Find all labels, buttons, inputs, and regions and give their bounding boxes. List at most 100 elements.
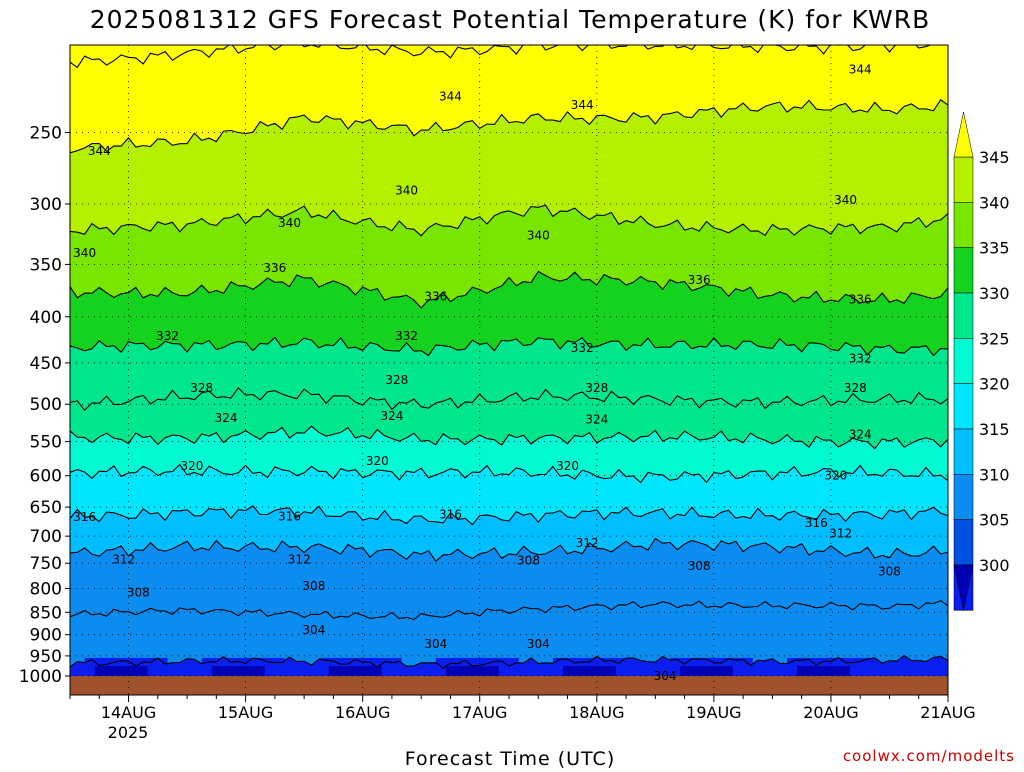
fill-band-348 <box>70 45 931 68</box>
contour-label: 316 <box>439 507 462 521</box>
cold-core-1 <box>211 666 265 676</box>
fill-band-328 <box>70 337 948 411</box>
ground-band <box>70 676 948 695</box>
colorbar-swatch <box>953 428 974 475</box>
x-tick-label: 16AUG <box>335 703 390 722</box>
colorbar-swatch <box>953 338 974 384</box>
contour-label: 308 <box>878 564 901 578</box>
color-fill-layer <box>70 45 948 676</box>
colorbar-swatch <box>953 156 974 203</box>
contour-label: 316 <box>805 516 828 530</box>
colorbar-label: 330 <box>979 284 1010 303</box>
contour-label: 324 <box>849 427 872 441</box>
colorbar-swatch <box>953 383 974 430</box>
contour-label: 320 <box>556 459 579 473</box>
x-tick-label: 14AUG <box>101 703 156 722</box>
contour-328 <box>70 387 948 412</box>
contour-label: 332 <box>849 352 872 366</box>
colorbar-label: 335 <box>979 239 1010 258</box>
colorbar-swatch <box>953 292 974 339</box>
contour-label: 316 <box>73 510 96 524</box>
contour-label: 320 <box>824 469 847 483</box>
cold-core-3 <box>445 666 499 676</box>
chart-title: 2025081312 GFS Forecast Potential Temper… <box>90 5 931 34</box>
contour-332 <box>70 336 948 357</box>
fill-band-344 <box>70 45 948 153</box>
contour-label: 320 <box>180 459 203 473</box>
fill-band-336 <box>70 205 948 308</box>
x-axis-label: Forecast Time (UTC) <box>405 748 615 768</box>
colorbar-label: 325 <box>979 329 1010 348</box>
colorbar-label: 315 <box>979 420 1010 439</box>
contour-316 <box>70 505 948 526</box>
contour-label: 312 <box>829 526 852 540</box>
credit-text: coolwx.com/modelts <box>843 747 1015 765</box>
fill-band-340 <box>70 99 948 236</box>
y-tick-label: 250 <box>30 123 62 143</box>
y-tick-label: 350 <box>30 255 62 275</box>
cold-core-0 <box>94 666 148 676</box>
contour-label: 328 <box>585 381 608 395</box>
contour-label: 308 <box>688 559 711 573</box>
contour-340 <box>70 204 948 237</box>
contour-label: 332 <box>395 329 418 343</box>
contour-label: 332 <box>571 341 594 355</box>
y-tick-label: 500 <box>30 395 62 415</box>
y-tick-label: 650 <box>30 498 62 518</box>
contour-320 <box>70 463 948 484</box>
colorbar-legend: 345 340 335 330 325 320 315 310 305 300 <box>953 111 1010 611</box>
contour-label: 344 <box>439 89 462 103</box>
fill-band-316 <box>70 464 948 525</box>
contour-label: 324 <box>585 413 608 427</box>
x-tick-label: 18AUG <box>569 703 624 722</box>
y-tick-label: 750 <box>30 554 62 574</box>
contour-label: 304 <box>424 637 447 651</box>
colorbar-extend-top <box>953 111 974 158</box>
cold-core-6 <box>797 666 850 676</box>
x-year-label: 2025 <box>108 723 149 742</box>
y-tick-label: 600 <box>30 467 62 487</box>
contour-label: 344 <box>571 98 594 112</box>
y-tick-label: 300 <box>30 195 62 215</box>
colorbar-swatch <box>953 519 974 566</box>
contour-label: 324 <box>380 409 403 423</box>
contour-label: 336 <box>263 261 286 275</box>
contour-label-layer: 344 344 344 344 340 340 340 340 340 336 336 336 336 3… <box>73 63 901 683</box>
colorbar-label: 320 <box>979 375 1010 394</box>
y-tick-label: 950 <box>30 647 62 667</box>
contour-label: 312 <box>288 553 311 567</box>
fill-band-308 <box>70 538 948 620</box>
contour-336 <box>70 270 948 309</box>
contour-label: 312 <box>576 536 599 550</box>
contour-label: 336 <box>688 273 711 287</box>
x-tick-label: 20AUG <box>803 703 858 722</box>
contour-label: 320 <box>366 454 389 468</box>
colorbar-swatch <box>953 474 974 520</box>
y-tick-label: 850 <box>30 603 62 623</box>
contour-label: 304 <box>302 623 325 637</box>
contour-label: 344 <box>88 144 111 158</box>
y-tick-label: 400 <box>30 308 62 328</box>
contour-304 <box>70 654 948 669</box>
contour-312 <box>70 537 948 563</box>
contour-label: 308 <box>127 585 150 599</box>
colorbar-swatch <box>953 247 974 294</box>
colorbar-label: 340 <box>979 193 1010 212</box>
colorbar-label: 310 <box>979 465 1010 484</box>
contour-label: 304 <box>527 637 550 651</box>
cold-core-2 <box>328 666 382 676</box>
grid-layer <box>70 45 949 695</box>
y-tick-label: 700 <box>30 527 62 547</box>
contour-324 <box>70 425 948 450</box>
contour-label: 332 <box>156 329 179 343</box>
x-axis: 14AUG 15AUG 16AUG 17AUG 18AUG 19AUG 20AUG 21AUG <box>69 695 976 722</box>
x-tick-label: 15AUG <box>218 703 273 722</box>
contour-label: 340 <box>278 216 301 230</box>
y-tick-label: 900 <box>30 626 62 646</box>
x-tick-label: 19AUG <box>686 703 741 722</box>
plot-area: 344 344 344 344 340 340 340 340 340 336 336 336 336 3… <box>69 44 949 696</box>
contour-label: 336 <box>849 293 872 307</box>
contour-label: 328 <box>385 373 408 387</box>
contour-348 <box>70 45 932 69</box>
